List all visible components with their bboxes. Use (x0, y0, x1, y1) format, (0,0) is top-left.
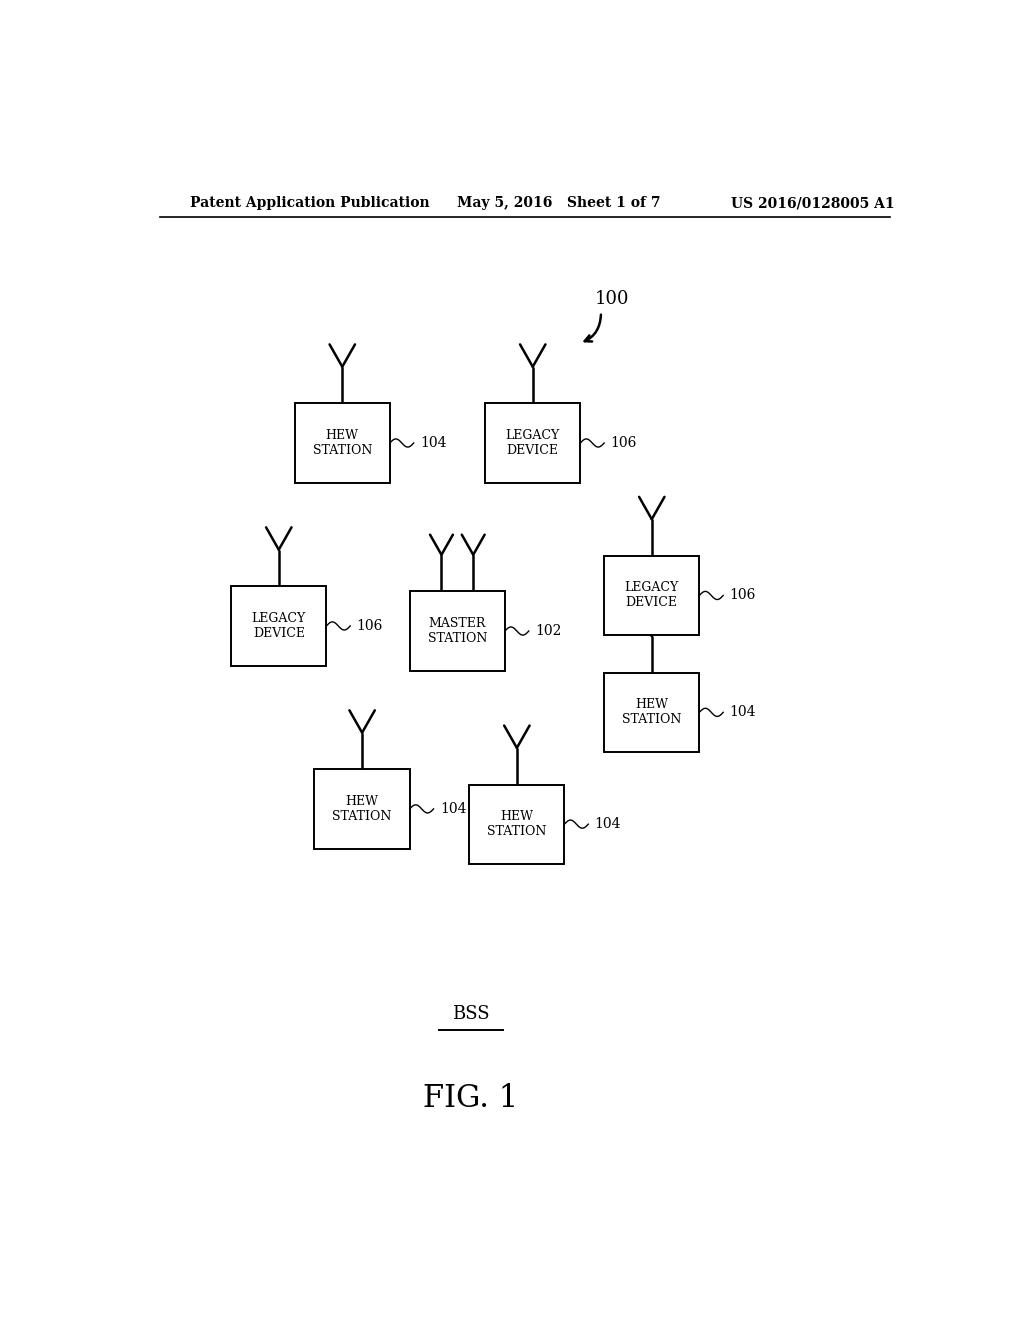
Text: LEGACY
DEVICE: LEGACY DEVICE (625, 581, 679, 610)
Text: 104: 104 (420, 436, 446, 450)
Text: 106: 106 (610, 436, 637, 450)
FancyBboxPatch shape (485, 404, 581, 483)
Text: 106: 106 (729, 589, 756, 602)
Text: US 2016/0128005 A1: US 2016/0128005 A1 (731, 197, 895, 210)
FancyBboxPatch shape (469, 784, 564, 863)
FancyBboxPatch shape (295, 404, 390, 483)
Text: May 5, 2016   Sheet 1 of 7: May 5, 2016 Sheet 1 of 7 (458, 197, 660, 210)
Text: MASTER
STATION: MASTER STATION (428, 616, 487, 645)
Text: HEW
STATION: HEW STATION (487, 810, 547, 838)
Text: 104: 104 (440, 801, 466, 816)
Text: 102: 102 (536, 624, 561, 638)
Text: LEGACY
DEVICE: LEGACY DEVICE (252, 612, 306, 640)
Text: 106: 106 (356, 619, 383, 634)
Text: BSS: BSS (452, 1006, 489, 1023)
FancyArrowPatch shape (585, 314, 601, 342)
FancyBboxPatch shape (604, 673, 699, 752)
Text: 100: 100 (595, 289, 629, 308)
Text: HEW
STATION: HEW STATION (333, 795, 392, 822)
Text: FIG. 1: FIG. 1 (423, 1084, 518, 1114)
Text: 104: 104 (729, 705, 756, 719)
Text: HEW
STATION: HEW STATION (623, 698, 681, 726)
Text: 104: 104 (595, 817, 622, 832)
FancyBboxPatch shape (231, 586, 327, 665)
FancyBboxPatch shape (410, 591, 505, 671)
FancyBboxPatch shape (604, 556, 699, 635)
Text: Patent Application Publication: Patent Application Publication (189, 197, 429, 210)
Text: LEGACY
DEVICE: LEGACY DEVICE (506, 429, 560, 457)
Text: HEW
STATION: HEW STATION (312, 429, 372, 457)
FancyBboxPatch shape (314, 770, 410, 849)
